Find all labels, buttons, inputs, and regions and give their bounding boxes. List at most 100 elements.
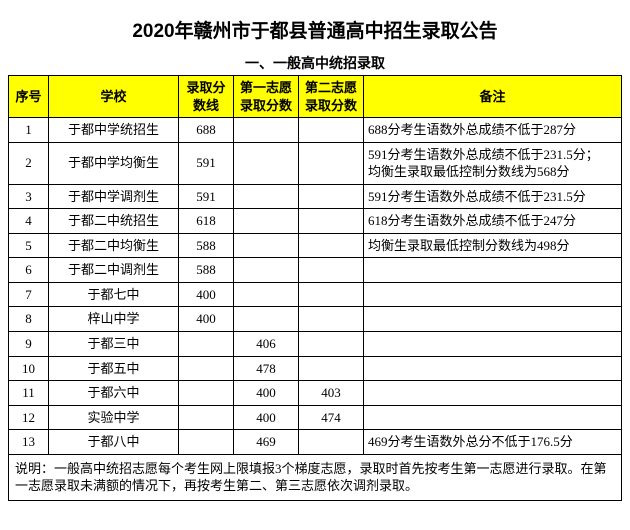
score-line (179, 430, 234, 455)
remark: 618分考生语数外总成绩不低于247分 (364, 209, 622, 234)
remark: 591分考生语数外总成绩不低于231.5分 (364, 184, 622, 209)
remark (364, 381, 622, 406)
seq: 10 (9, 356, 49, 381)
second-choice-score (299, 258, 364, 283)
table-row: 9于都三中 406 (9, 332, 622, 357)
remark (364, 282, 622, 307)
seq: 11 (9, 381, 49, 406)
score-line (179, 356, 234, 381)
second-choice-score: 474 (299, 405, 364, 430)
col-school: 学校 (49, 76, 179, 118)
col-first-choice: 第一志愿录取分数 (234, 76, 299, 118)
first-choice-score (234, 142, 299, 184)
school: 于都八中 (49, 430, 179, 455)
second-choice-score (299, 332, 364, 357)
first-choice-score (234, 184, 299, 209)
table-row: 5于都二中均衡生588 均衡生录取最低控制分数线为498分 (9, 233, 622, 258)
col-seq: 序号 (9, 76, 49, 118)
table-row: 4于都二中统招生618 618分考生语数外总成绩不低于247分 (9, 209, 622, 234)
second-choice-score (299, 118, 364, 143)
first-choice-score (234, 282, 299, 307)
table-row: 2于都中学均衡生591 591分考生语数外总成绩不低于231.5分； 均衡生录取最… (9, 142, 622, 184)
table-row: 13于都八中 469 469分考生语数外总分不低于176.5分 (9, 430, 622, 455)
first-choice-score: 406 (234, 332, 299, 357)
second-choice-score (299, 430, 364, 455)
first-choice-score (234, 307, 299, 332)
table-row: 1于都中学统招生688 688分考生语数外总成绩不低于287分 (9, 118, 622, 143)
score-line: 400 (179, 282, 234, 307)
remark: 591分考生语数外总成绩不低于231.5分； 均衡生录取最低控制分数线为568分 (364, 142, 622, 184)
seq: 8 (9, 307, 49, 332)
first-choice-score (234, 258, 299, 283)
school: 于都中学调剂生 (49, 184, 179, 209)
seq: 3 (9, 184, 49, 209)
first-choice-score: 400 (234, 381, 299, 406)
score-line: 618 (179, 209, 234, 234)
score-line (179, 332, 234, 357)
school: 于都二中均衡生 (49, 233, 179, 258)
second-choice-score (299, 282, 364, 307)
score-line: 591 (179, 184, 234, 209)
remark (364, 258, 622, 283)
seq: 9 (9, 332, 49, 357)
remark: 688分考生语数外总成绩不低于287分 (364, 118, 622, 143)
admission-table: 序号 学校 录取分数线 第一志愿录取分数 第二志愿录取分数 备注 1于都中学统招… (8, 75, 622, 501)
second-choice-score: 403 (299, 381, 364, 406)
table-row: 7于都七中400 (9, 282, 622, 307)
score-line: 588 (179, 258, 234, 283)
col-remark: 备注 (364, 76, 622, 118)
remark: 均衡生录取最低控制分数线为498分 (364, 233, 622, 258)
seq: 13 (9, 430, 49, 455)
second-choice-score (299, 184, 364, 209)
remark (364, 307, 622, 332)
score-line: 688 (179, 118, 234, 143)
first-choice-score (234, 209, 299, 234)
seq: 12 (9, 405, 49, 430)
first-choice-score: 478 (234, 356, 299, 381)
first-choice-score (234, 118, 299, 143)
second-choice-score (299, 233, 364, 258)
school: 实验中学 (49, 405, 179, 430)
school: 于都三中 (49, 332, 179, 357)
table-body: 1于都中学统招生688688分考生语数外总成绩不低于287分2于都中学均衡生59… (9, 118, 622, 455)
score-line: 591 (179, 142, 234, 184)
second-choice-score (299, 356, 364, 381)
remark: 469分考生语数外总分不低于176.5分 (364, 430, 622, 455)
seq: 7 (9, 282, 49, 307)
remark (364, 332, 622, 357)
remark (364, 356, 622, 381)
school: 梓山中学 (49, 307, 179, 332)
school: 于都二中调剂生 (49, 258, 179, 283)
school: 于都二中统招生 (49, 209, 179, 234)
school: 于都中学统招生 (49, 118, 179, 143)
table-row: 10于都五中 478 (9, 356, 622, 381)
seq: 5 (9, 233, 49, 258)
table-row: 6于都二中调剂生588 (9, 258, 622, 283)
footnote-text: 说明：一般高中统招志愿每个考生网上限填报3个梯度志愿，录取时首先按考生第一志愿进… (9, 454, 622, 500)
table-footnote-row: 说明：一般高中统招志愿每个考生网上限填报3个梯度志愿，录取时首先按考生第一志愿进… (9, 454, 622, 500)
first-choice-score: 469 (234, 430, 299, 455)
school: 于都中学均衡生 (49, 142, 179, 184)
second-choice-score (299, 307, 364, 332)
seq: 1 (9, 118, 49, 143)
table-row: 12实验中学 400474 (9, 405, 622, 430)
score-line: 588 (179, 233, 234, 258)
table-header-row: 序号 学校 录取分数线 第一志愿录取分数 第二志愿录取分数 备注 (9, 76, 622, 118)
score-line (179, 381, 234, 406)
table-row: 11于都六中 400403 (9, 381, 622, 406)
page-title: 2020年赣州市于都县普通高中招生录取公告 (8, 16, 622, 43)
seq: 6 (9, 258, 49, 283)
score-line: 400 (179, 307, 234, 332)
first-choice-score (234, 233, 299, 258)
remark (364, 405, 622, 430)
first-choice-score: 400 (234, 405, 299, 430)
second-choice-score (299, 142, 364, 184)
col-scoreline: 录取分数线 (179, 76, 234, 118)
second-choice-score (299, 209, 364, 234)
seq: 2 (9, 142, 49, 184)
table-row: 3于都中学调剂生591 591分考生语数外总成绩不低于231.5分 (9, 184, 622, 209)
school: 于都六中 (49, 381, 179, 406)
col-second-choice: 第二志愿录取分数 (299, 76, 364, 118)
school: 于都五中 (49, 356, 179, 381)
seq: 4 (9, 209, 49, 234)
